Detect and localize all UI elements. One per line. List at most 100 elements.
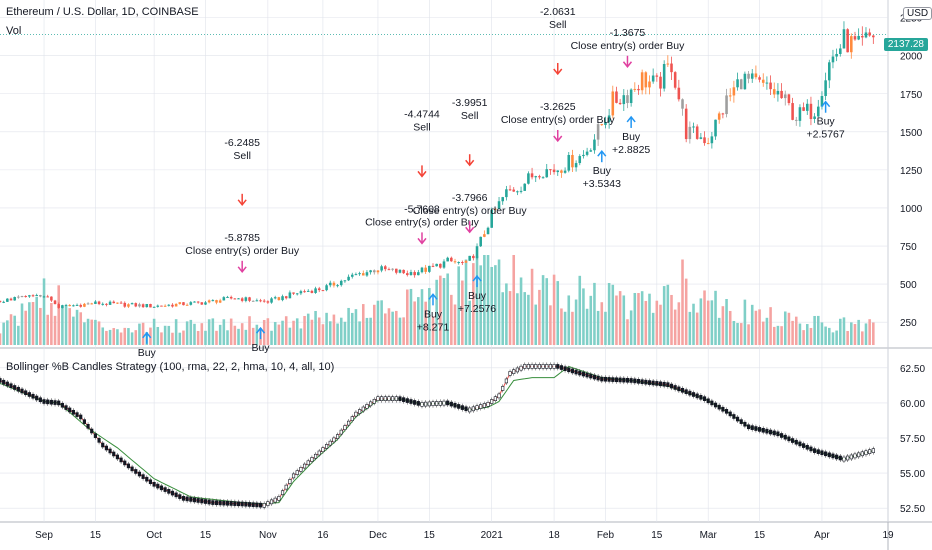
indicator-candle-body <box>336 434 340 439</box>
volume-bar <box>710 300 714 345</box>
signal-label: +2.8825 <box>612 144 650 156</box>
volume-bar <box>101 327 105 345</box>
volume-bar <box>743 299 747 345</box>
indicator-candle-body <box>134 469 138 474</box>
volume-bar <box>754 310 758 345</box>
indicator-candle-body <box>603 376 608 382</box>
candle-body <box>578 156 582 164</box>
candle-body <box>42 296 46 298</box>
indicator-candle-body <box>629 378 633 383</box>
currency-badge[interactable]: USD <box>903 7 932 20</box>
volume-bar <box>398 317 402 345</box>
signal-arrow-head <box>472 274 482 282</box>
symbol-title[interactable]: Ethereum / U.S. Dollar, 1D, COINBASE <box>6 6 199 18</box>
volume-bar <box>765 317 769 345</box>
candle-body <box>725 95 728 115</box>
indicator-candle-body <box>831 453 835 459</box>
candle-body <box>582 154 585 157</box>
candle-body <box>240 298 244 301</box>
volume-bar <box>662 286 666 345</box>
signal-arrow-head <box>417 170 427 178</box>
volume-bar <box>0 333 2 345</box>
volume-bar <box>384 313 387 345</box>
indicator-candle-body <box>211 500 215 505</box>
indicator-candle-body <box>754 426 758 431</box>
candle-body <box>435 263 438 267</box>
time-tick-label: 19 <box>882 530 894 541</box>
candle-body <box>354 274 358 276</box>
volume-bar <box>174 319 178 345</box>
volume-bar <box>534 304 538 345</box>
volume-bar <box>152 318 156 345</box>
candle-body <box>428 265 431 272</box>
volume-bar <box>211 318 215 345</box>
signal-label: Close entry(s) order Buy <box>501 114 616 126</box>
volume-bar <box>306 313 310 345</box>
candle-body <box>508 189 512 191</box>
indicator-title[interactable]: Bollinger %B Candles Strategy (100, rma,… <box>6 361 335 373</box>
indicator-candle-body <box>669 383 674 389</box>
volume-bar <box>505 283 508 345</box>
volume-bar <box>68 308 72 345</box>
indicator-candle-body <box>0 378 2 383</box>
volume-bar <box>332 314 336 345</box>
candle-body <box>163 305 167 307</box>
volume-bar <box>141 322 145 345</box>
volume-bar <box>688 311 692 345</box>
volume-bar <box>640 291 644 345</box>
indicator-candle-body <box>673 385 677 390</box>
indicator-candle-body <box>299 467 303 472</box>
indicator-candle-body <box>820 450 824 456</box>
candle-body <box>743 73 747 90</box>
volume-bar <box>237 328 240 345</box>
candle-body <box>695 126 699 139</box>
volume-bar <box>303 315 306 345</box>
indicator-candle-body <box>60 402 64 408</box>
indicator-candle-body <box>607 377 611 382</box>
candle-body <box>152 306 156 308</box>
candle-body <box>439 263 442 268</box>
signal-label: Buy <box>593 165 612 177</box>
candle-body <box>552 169 556 173</box>
candle-body <box>850 36 853 53</box>
candle-body <box>185 304 189 306</box>
volume-bar <box>637 293 640 345</box>
time-tick-label: 15 <box>90 530 102 541</box>
volume-bar <box>622 295 626 345</box>
volume-bar <box>545 278 549 345</box>
volume-bar <box>783 311 787 345</box>
volume-bar <box>2 322 5 345</box>
candle-body <box>714 119 717 137</box>
indicator-candle-body <box>724 409 729 414</box>
volume-bar <box>314 310 317 345</box>
indicator-candle-body <box>46 399 50 405</box>
candle-body <box>156 305 160 307</box>
volume-bar <box>284 316 288 345</box>
indicator-tick-label: 57.50 <box>900 434 925 445</box>
candle-body <box>105 303 108 305</box>
candle-body <box>229 296 233 299</box>
candle-body <box>314 288 317 293</box>
volume-bar <box>472 263 475 345</box>
indicator-candle-body <box>482 403 486 408</box>
volume-bar <box>417 297 420 345</box>
indicator-candle-body <box>864 450 868 456</box>
candle-body <box>83 303 86 307</box>
indicator-candle-body <box>339 429 343 435</box>
candle-body <box>391 268 394 270</box>
indicator-candle-body <box>196 498 200 503</box>
volume-bar <box>193 323 196 345</box>
volume-bar <box>556 281 560 345</box>
candle-body <box>413 272 416 276</box>
volume-bar <box>72 316 75 345</box>
indicator-candle-body <box>479 404 483 409</box>
indicator-candle-body <box>291 473 296 479</box>
candle-body <box>589 150 593 152</box>
signal-label: -6.2485 <box>224 137 260 149</box>
volume-bar <box>321 324 325 345</box>
volume-label[interactable]: Vol <box>6 25 22 37</box>
volume-bar <box>828 327 831 345</box>
candle-body <box>501 197 504 202</box>
